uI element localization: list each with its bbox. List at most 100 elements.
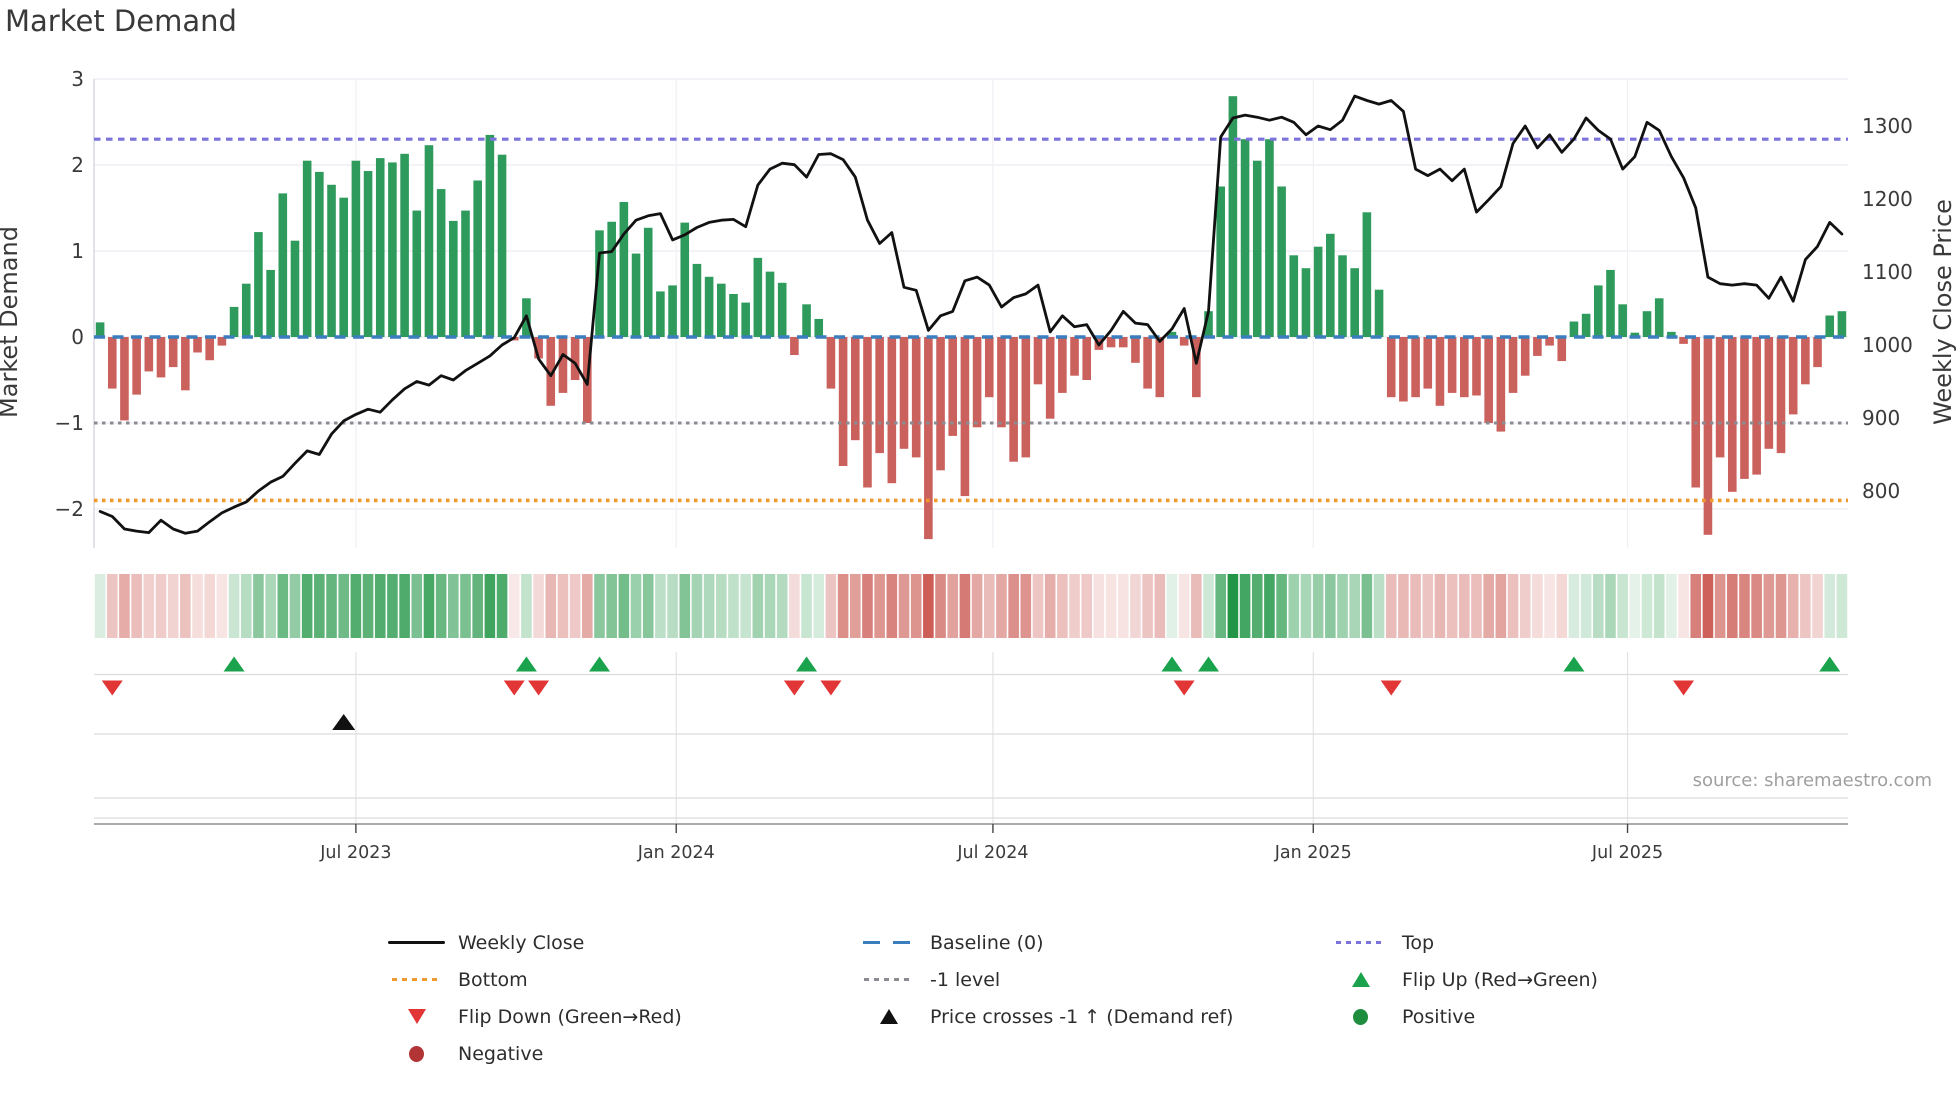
y-left-tick-label: 1 bbox=[71, 239, 84, 263]
demand-bar bbox=[899, 337, 909, 449]
demand-bar bbox=[1143, 337, 1152, 389]
heatmap-cell bbox=[1312, 574, 1324, 638]
demand-bar bbox=[887, 337, 897, 484]
demand-bar bbox=[278, 193, 288, 337]
heatmap-cell bbox=[1020, 574, 1032, 638]
demand-bar bbox=[254, 232, 263, 337]
heatmap-cell bbox=[776, 574, 788, 638]
heatmap-cell bbox=[448, 574, 459, 638]
demand-bar bbox=[1386, 337, 1396, 398]
demand-bar bbox=[1825, 315, 1835, 337]
heatmap-cell bbox=[1385, 574, 1397, 638]
heatmap-cell bbox=[1641, 574, 1653, 638]
heatmap-cell bbox=[655, 574, 666, 638]
negative-circle-icon bbox=[388, 1044, 445, 1064]
demand-bar bbox=[1545, 337, 1554, 346]
flip-down-marker bbox=[1673, 680, 1695, 696]
heatmap-cell bbox=[192, 574, 203, 638]
demand-bar bbox=[680, 222, 690, 337]
heatmap-cell bbox=[1154, 574, 1166, 638]
heatmap-cell bbox=[874, 574, 885, 638]
demand-bar bbox=[1727, 337, 1737, 492]
demand-bar bbox=[1813, 337, 1822, 368]
heatmap-cell bbox=[387, 574, 398, 638]
demand-bar bbox=[1131, 337, 1140, 363]
heatmap-cell bbox=[1264, 574, 1275, 638]
flip-down-marker bbox=[1380, 680, 1402, 696]
demand-bar bbox=[997, 337, 1006, 428]
heatmap-cell bbox=[923, 574, 934, 638]
legend: Weekly Close Baseline (0) Top Bottom -1 … bbox=[388, 924, 1852, 1072]
heatmap-cell bbox=[374, 574, 386, 638]
demand-bar bbox=[1240, 139, 1250, 337]
legend-item-baseline: Baseline (0) bbox=[860, 932, 1332, 954]
demand-bar bbox=[790, 337, 799, 356]
demand-bar bbox=[1009, 337, 1018, 462]
heatmap-cell bbox=[94, 574, 106, 638]
demand-bar bbox=[436, 189, 446, 337]
legend-item-price-crosses: Price crosses -1 ↑ (Demand ref) bbox=[860, 1006, 1332, 1028]
demand-bar bbox=[948, 337, 958, 436]
demand-bar bbox=[1423, 337, 1433, 389]
heatmap-cell bbox=[460, 574, 471, 638]
heatmap-cell bbox=[1507, 574, 1519, 638]
legend-item-flip-up: Flip Up (Red→Green) bbox=[1332, 969, 1852, 991]
demand-bar bbox=[558, 337, 568, 393]
heatmap-cell bbox=[131, 574, 142, 638]
heatmap-cell bbox=[1227, 574, 1239, 638]
heatmap-cell bbox=[715, 574, 727, 638]
heatmap-cell bbox=[1812, 574, 1823, 638]
heatmap-cell bbox=[947, 574, 959, 638]
heatmap-cell bbox=[898, 574, 910, 638]
heatmap-cell bbox=[1592, 574, 1604, 638]
heatmap-cell bbox=[1763, 574, 1775, 638]
demand-bar bbox=[1752, 337, 1761, 475]
flip-down-marker bbox=[1173, 680, 1195, 696]
demand-bar bbox=[972, 337, 982, 428]
flip-up-marker bbox=[515, 656, 537, 672]
demand-bar bbox=[449, 220, 458, 337]
demand-bar bbox=[1837, 311, 1847, 337]
heatmap-cell bbox=[1653, 574, 1665, 638]
demand-bar bbox=[1350, 268, 1359, 337]
month-label: Jan 2024 bbox=[637, 843, 715, 863]
heatmap-cell bbox=[1349, 574, 1360, 638]
heatmap-cell bbox=[971, 574, 983, 638]
demand-bar bbox=[375, 158, 385, 337]
demand-bar bbox=[1557, 337, 1567, 362]
heatmap-cell bbox=[1373, 574, 1385, 638]
demand-bar bbox=[1520, 337, 1530, 376]
demand-bar bbox=[351, 160, 361, 337]
demand-bar bbox=[156, 337, 166, 378]
heatmap-cell bbox=[886, 574, 898, 638]
flip-up-marker bbox=[223, 656, 245, 672]
heatmap-cell bbox=[618, 574, 630, 638]
flip-up-marker bbox=[1819, 656, 1841, 672]
demand-bar bbox=[1252, 160, 1262, 337]
heatmap-cell bbox=[1215, 574, 1227, 638]
y-left-tick-label: −1 bbox=[55, 411, 84, 435]
positive-circle-icon bbox=[1332, 1007, 1389, 1027]
heatmap-cell bbox=[728, 574, 739, 638]
bottom-dots-swatch bbox=[388, 970, 445, 990]
heatmap-cell bbox=[338, 574, 350, 638]
legend-label: Flip Down (Green→Red) bbox=[458, 1005, 682, 1028]
heatmap-cell bbox=[1093, 574, 1105, 638]
demand-bar bbox=[668, 285, 677, 337]
heatmap-cell bbox=[557, 574, 569, 638]
heatmap-cell bbox=[630, 574, 642, 638]
demand-bar bbox=[1374, 289, 1384, 337]
heatmap-cell bbox=[849, 574, 861, 638]
flip-up-triangle-icon bbox=[1332, 970, 1389, 990]
demand-bar bbox=[1082, 337, 1092, 380]
demand-bar bbox=[1289, 255, 1299, 337]
flip-down-marker bbox=[820, 680, 842, 696]
demand-bar bbox=[753, 257, 763, 337]
demand-bar bbox=[1277, 186, 1286, 337]
y-left-tick-label: −2 bbox=[55, 497, 84, 521]
demand-bar bbox=[302, 160, 312, 337]
y-right-tick-label: 900 bbox=[1862, 406, 1900, 430]
legend-item-top: Top bbox=[1332, 932, 1852, 954]
demand-bar bbox=[327, 184, 336, 337]
demand-bar bbox=[729, 294, 738, 337]
